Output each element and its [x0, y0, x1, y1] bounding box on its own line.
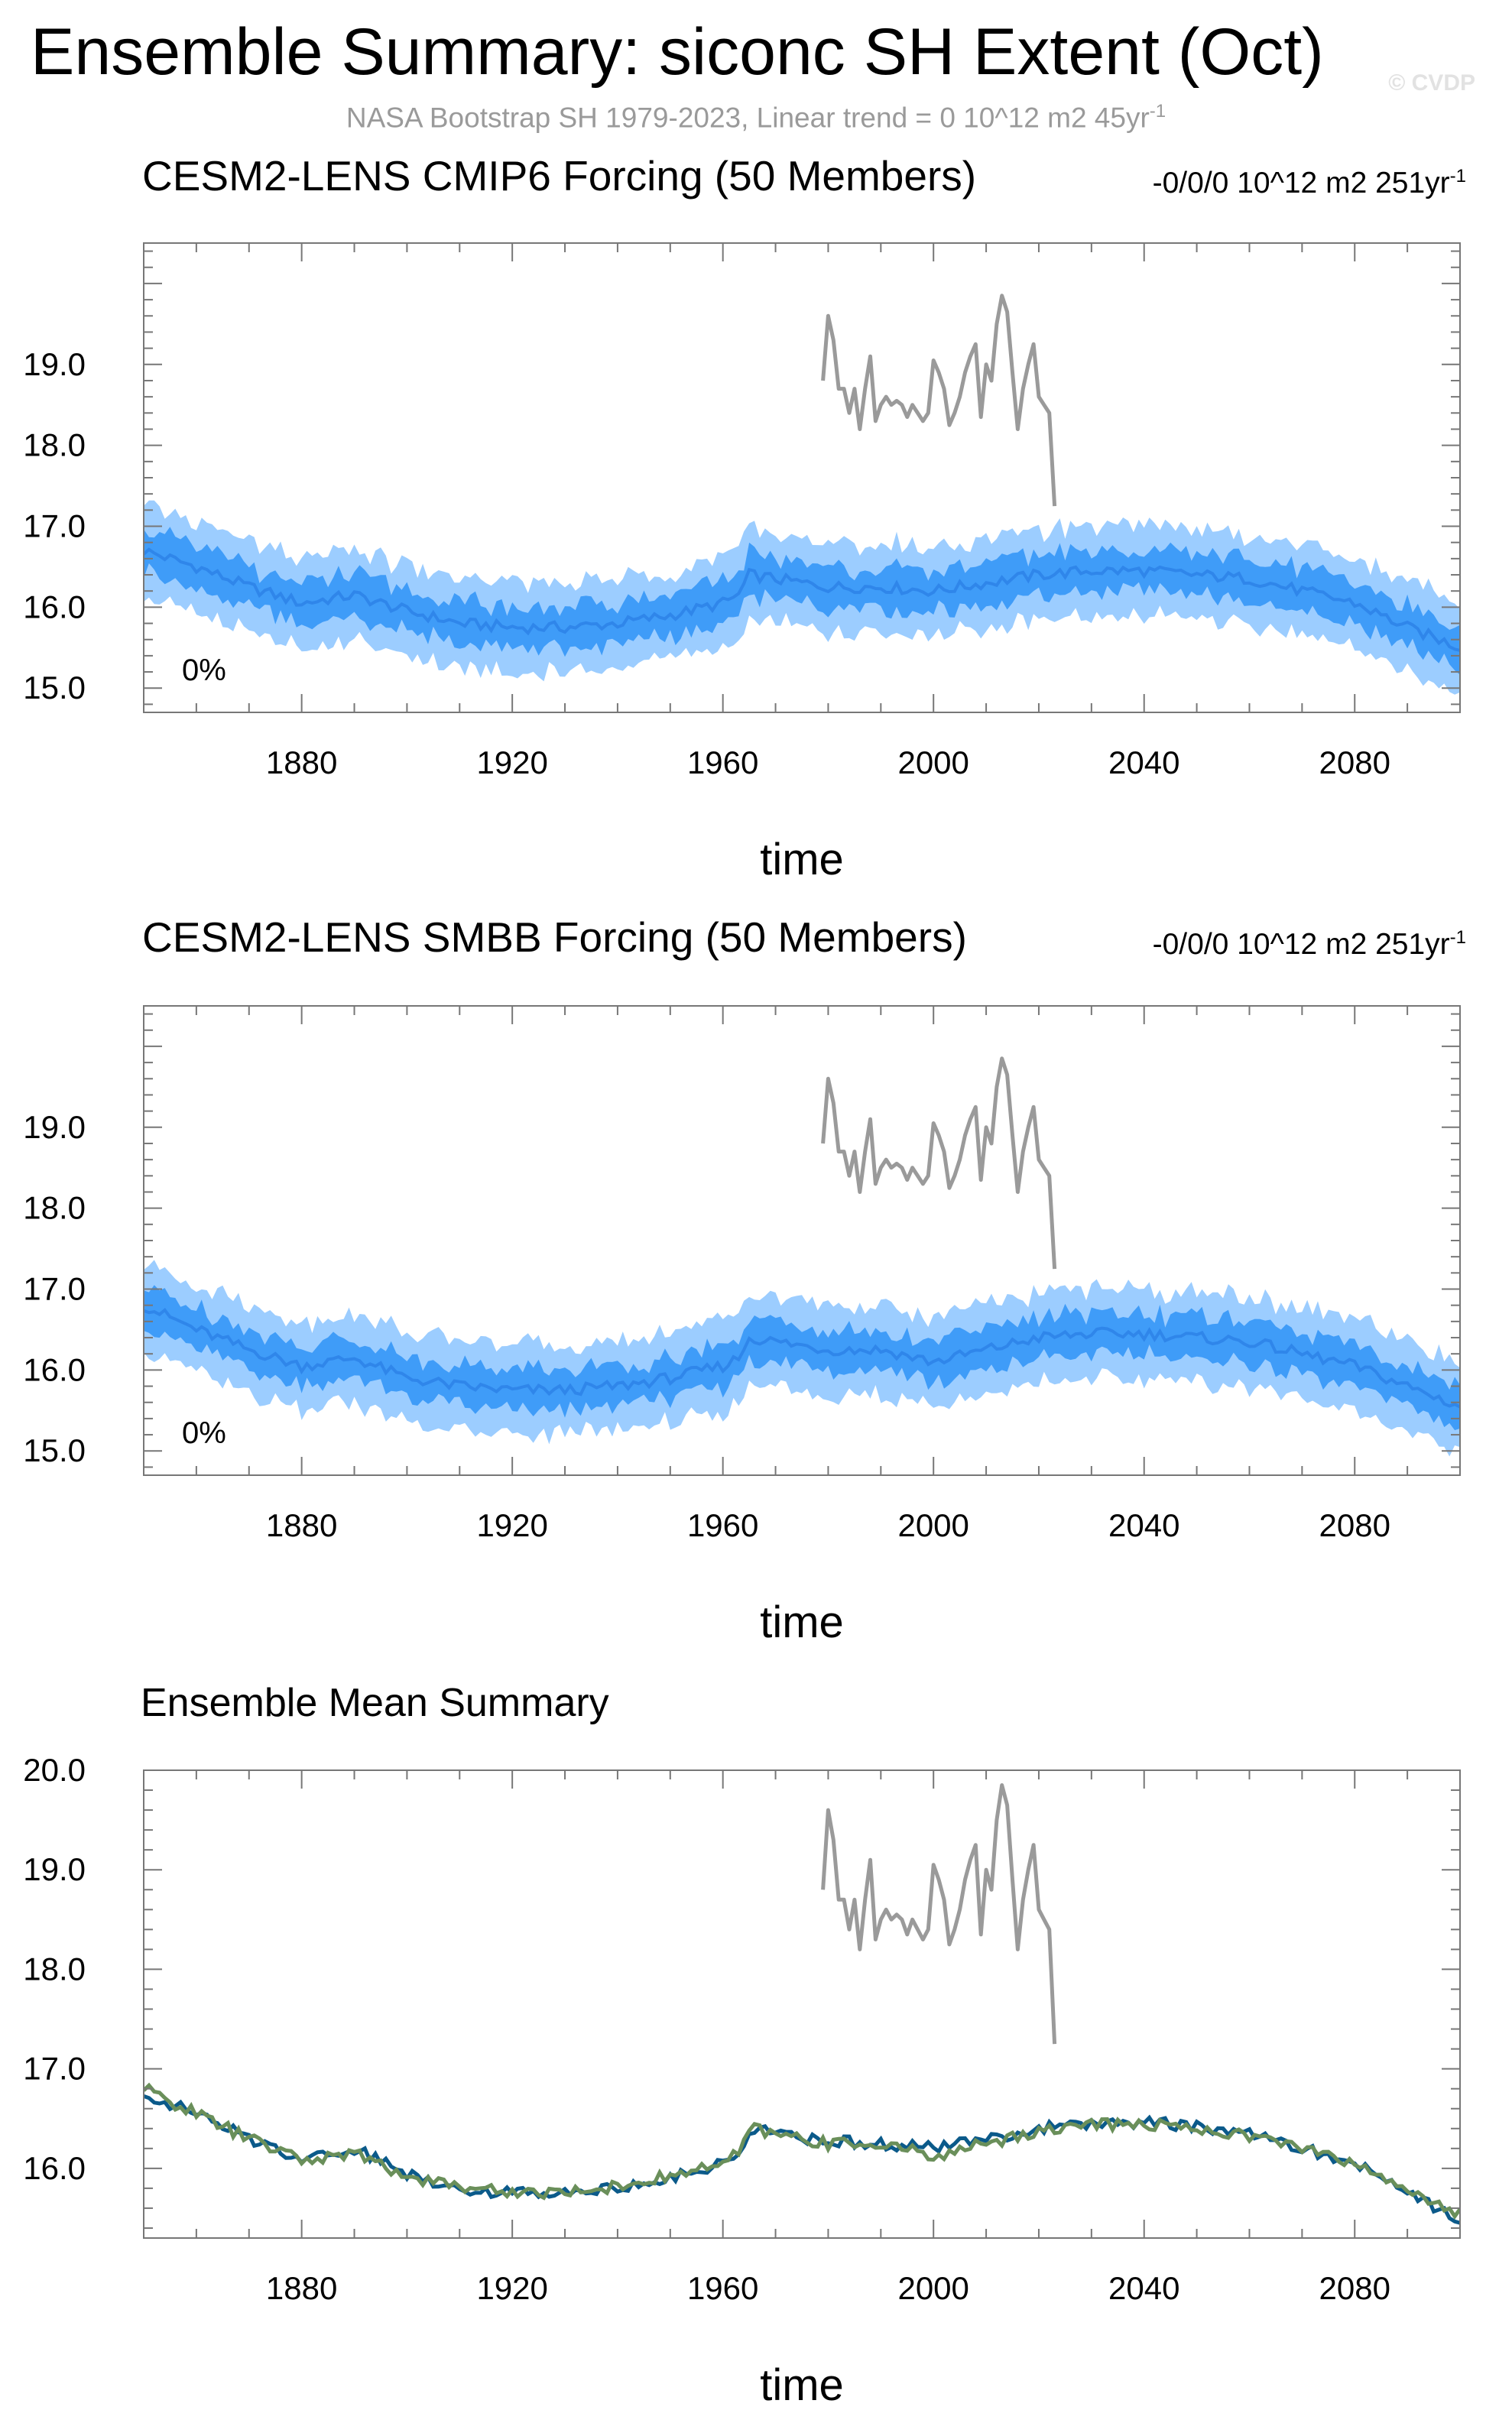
panel2-plot-frame: [143, 1005, 1461, 1476]
panel2-percent-label: 0%: [182, 1416, 226, 1450]
observations-subtitle-text: NASA Bootstrap SH 1979-2023, Linear tren…: [346, 102, 1150, 134]
panel1-x-tick-label: 2080: [1319, 744, 1390, 780]
panel1-trend-text: -0/0/0 10^12 m2 251yr: [1152, 167, 1450, 199]
panel2-x-tick-label: 1920: [476, 1507, 547, 1543]
panel3-series-line-2: [144, 2082, 1460, 2220]
observations-subtitle: NASA Bootstrap SH 1979-2023, Linear tren…: [0, 101, 1512, 134]
panel2-y-tick-label: 15.0: [23, 1432, 86, 1468]
panel1-x-tick-label: 2000: [897, 744, 969, 780]
panel1-x-tick-label: 1920: [476, 744, 547, 780]
panel3-series-line-1: [144, 2094, 1460, 2225]
panel3-x-tick-label: 2080: [1319, 2270, 1390, 2306]
panel2-trend: -0/0/0 10^12 m2 251yr-1: [1153, 919, 1466, 964]
panel3-x-tick-label: 1960: [687, 2270, 758, 2306]
panel3-y-tick-label: 16.0: [23, 2150, 86, 2186]
panel2-x-tick-label: 2000: [897, 1507, 969, 1543]
panel3-observations-line: [821, 1783, 1057, 2045]
panel1-x-axis-title: time: [760, 835, 844, 884]
panel2-x-tick-label: 1880: [266, 1507, 337, 1543]
panel3-y-tick-label: 20.0: [23, 1752, 86, 1788]
panel1-x-tick-label: 2040: [1108, 744, 1179, 780]
panel1-x-tick-label: 1880: [266, 744, 337, 780]
panel2-trend-exponent: -1: [1449, 927, 1466, 948]
panel3-x-tick-label: 2000: [897, 2270, 969, 2306]
panel1-title: CESM2-LENS CMIP6 Forcing (50 Members): [142, 152, 977, 199]
panel2-observations-line: [821, 1056, 1057, 1270]
panel1-observations-line: [821, 294, 1057, 507]
panel3-y-tick-label: 18.0: [23, 1951, 86, 1987]
panel1-percent-label: 0%: [182, 654, 226, 687]
panel1-y-tick-label: 16.0: [23, 589, 86, 624]
panel1-y-tick-label: 15.0: [23, 670, 86, 705]
panel2-spread-inner-band: [144, 1285, 1460, 1431]
panel2-y-tick-label: 18.0: [23, 1190, 86, 1226]
panel3-x-tick-label: 1880: [266, 2270, 337, 2306]
panel1-x-tick-label: 1960: [687, 744, 758, 780]
panel1-trend: -0/0/0 10^12 m2 251yr-1: [1153, 157, 1466, 203]
panel2-y-tick-label: 17.0: [23, 1271, 86, 1307]
panel2-x-tick-label: 2040: [1108, 1507, 1179, 1543]
panel3-plot-frame: [143, 1769, 1461, 2239]
panel1-trend-exponent: -1: [1449, 166, 1466, 187]
panel1-y-tick-label: 17.0: [23, 508, 86, 544]
panel3-y-tick-label: 17.0: [23, 2051, 86, 2087]
panel2-x-tick-label: 1960: [687, 1507, 758, 1543]
panel3-x-tick-label: 2040: [1108, 2270, 1179, 2306]
panel3-x-tick-label: 1920: [476, 2270, 547, 2306]
panel2-y-tick-label: 19.0: [23, 1109, 86, 1145]
panel1-spread-inner-band: [144, 527, 1460, 675]
panel3-x-axis-title: time: [760, 2360, 844, 2410]
panel1-y-tick-label: 19.0: [23, 346, 86, 382]
page-title: Ensemble Summary: siconc SH Extent (Oct): [31, 15, 1324, 89]
panel3-y-tick-label: 19.0: [23, 1851, 86, 1887]
observations-subtitle-exponent: -1: [1149, 101, 1166, 122]
panel3-title: Ensemble Mean Summary: [141, 1681, 609, 1725]
panel1-ensemble-mean-line: [144, 547, 1460, 652]
panel2-x-axis-title: time: [760, 1598, 844, 1647]
panel2-ensemble-mean-line: [144, 1308, 1460, 1409]
panel1-y-tick-label: 18.0: [23, 427, 86, 463]
watermark: © CVDP: [1388, 70, 1475, 96]
panel2-trend-text: -0/0/0 10^12 m2 251yr: [1152, 928, 1450, 961]
panel2-x-tick-label: 2080: [1319, 1507, 1390, 1543]
panel2-title: CESM2-LENS SMBB Forcing (50 Members): [142, 913, 967, 961]
panel2-y-tick-label: 16.0: [23, 1351, 86, 1387]
